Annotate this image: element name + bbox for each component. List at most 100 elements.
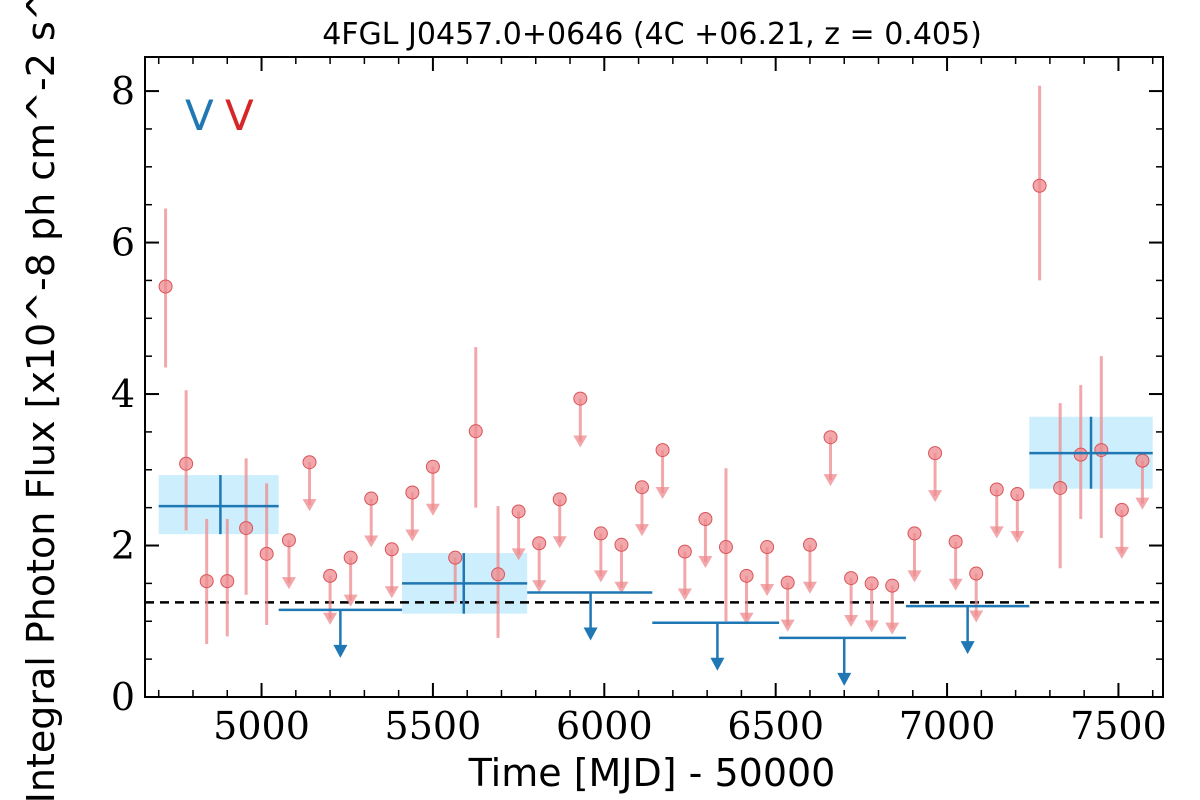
short-bin-ul-point-11 (573, 391, 588, 406)
short-bin-ul-arrow-12 (593, 570, 608, 583)
short-bin-layer (158, 85, 1150, 644)
short-bin-point-0 (158, 279, 173, 294)
legend-entry-0: V (185, 91, 214, 140)
short-bin-ul-point-8 (511, 504, 526, 519)
short-bin-ul-arrow-0 (281, 577, 296, 590)
short-bin-point-7 (468, 424, 483, 439)
short-bin-ul-arrow-6 (405, 529, 420, 542)
short-bin-ul-arrow-26 (907, 570, 922, 583)
x-tick-label-2: 6000 (556, 704, 653, 748)
axes-layer: 5000 5500 6000 6500 7000 7500 0 2 4 6 8 (111, 56, 1167, 748)
short-bin-point-13 (1094, 443, 1109, 458)
short-bin-ul-arrow-2 (323, 612, 338, 625)
y-axis-label: Integral Photon Flux [x10^-8 ph cm^-2 s^… (19, 0, 63, 800)
short-bin-ul-point-14 (635, 480, 650, 495)
x-tick-label-0: 5000 (213, 704, 310, 748)
long-bin-ul-arrow-4 (960, 641, 975, 655)
short-bin-ul-point-9 (532, 536, 547, 551)
short-bin-ul-arrow-7 (425, 503, 440, 516)
long-bin-fill-layer (158, 416, 1153, 614)
short-bin-ul-arrow-3 (343, 594, 358, 607)
short-bin-ul-arrow-8 (511, 548, 526, 561)
short-bin-ul-point-3 (343, 550, 358, 565)
short-bin-ul-point-16 (677, 544, 692, 559)
short-bin-ul-arrow-23 (844, 615, 859, 628)
short-bin-ul-point-18 (739, 568, 754, 583)
short-bin-ul-arrow-14 (635, 524, 650, 537)
short-bin-point-8 (491, 567, 506, 582)
plot-frame (144, 56, 1164, 698)
short-bin-ul-point-21 (802, 537, 817, 552)
short-bin-ul-arrow-20 (780, 619, 795, 632)
x-tick-label-4: 7000 (899, 704, 996, 748)
short-bin-ul-point-27 (928, 446, 943, 461)
text-layer: 4FGL J0457.0+0646 (4C +06.21, z = 0.405)… (19, 0, 982, 800)
short-bin-ul-point-1 (302, 455, 317, 470)
y-tick-label-4: 8 (111, 69, 135, 113)
short-bin-point-10 (1032, 178, 1047, 193)
legend-entry-1: V (225, 91, 254, 140)
short-bin-ul-arrow-19 (760, 583, 775, 596)
short-bin-point-1 (179, 456, 194, 471)
short-bin-ul-arrow-31 (1010, 530, 1025, 543)
short-bin-ul-point-2 (323, 568, 338, 583)
short-bin-ul-point-32 (1114, 502, 1129, 517)
short-bin-ul-point-25 (885, 578, 900, 593)
long-bin-ul-arrow-1 (583, 627, 598, 641)
short-bin-ul-point-5 (384, 542, 399, 557)
short-bin-ul-point-0 (281, 533, 296, 548)
short-bin-ul-arrow-28 (948, 578, 963, 591)
short-bin-ul-arrow-15 (655, 487, 670, 500)
short-bin-ul-arrow-5 (384, 586, 399, 599)
long-bin-ul-arrow-3 (837, 672, 852, 686)
short-bin-ul-point-28 (948, 534, 963, 549)
short-bin-ul-arrow-27 (928, 490, 943, 503)
y-tick-label-1: 2 (111, 524, 135, 568)
short-bin-ul-point-6 (405, 485, 420, 500)
short-bin-ul-point-20 (780, 575, 795, 590)
short-bin-ul-point-31 (1010, 487, 1025, 502)
short-bin-ul-arrow-4 (364, 535, 379, 548)
y-tick-label-3: 6 (111, 221, 135, 265)
short-bin-ul-point-13 (614, 537, 629, 552)
short-bin-ul-point-17 (698, 512, 713, 527)
y-tick-label-2: 4 (111, 372, 135, 416)
short-bin-ul-arrow-22 (823, 474, 838, 487)
short-bin-ul-arrow-30 (989, 526, 1004, 539)
short-bin-ul-arrow-13 (614, 581, 629, 594)
short-bin-ul-arrow-29 (969, 610, 984, 623)
short-bin-ul-arrow-16 (677, 588, 692, 601)
short-bin-ul-arrow-17 (698, 555, 713, 568)
short-bin-ul-point-23 (844, 571, 859, 586)
short-bin-ul-point-15 (655, 443, 670, 458)
short-bin-ul-arrow-21 (802, 581, 817, 594)
short-bin-point-12 (1073, 447, 1088, 462)
chart-title: 4FGL J0457.0+0646 (4C +06.21, z = 0.405) (322, 17, 982, 52)
short-bin-point-5 (259, 546, 274, 561)
short-bin-point-2 (199, 574, 214, 589)
short-bin-ul-point-26 (907, 526, 922, 541)
short-bin-ul-point-33 (1135, 453, 1150, 468)
short-bin-ul-arrow-1 (302, 499, 317, 512)
short-bin-ul-arrow-18 (739, 612, 754, 625)
short-bin-point-11 (1053, 480, 1068, 495)
short-bin-ul-point-4 (364, 491, 379, 506)
short-bin-ul-arrow-32 (1114, 546, 1129, 559)
short-bin-ul-point-24 (864, 576, 879, 591)
short-bin-ul-arrow-33 (1135, 497, 1150, 510)
short-bin-ul-point-29 (969, 566, 984, 581)
long-bin-layer (158, 416, 1153, 686)
short-bin-ul-point-10 (552, 492, 567, 507)
short-bin-point-4 (239, 521, 254, 536)
long-bin-box-0 (158, 475, 279, 535)
short-bin-ul-arrow-9 (532, 580, 547, 593)
x-tick-label-5: 7500 (1070, 704, 1167, 748)
x-axis-label: Time [MJD] - 50000 (468, 751, 836, 795)
long-bin-ul-arrow-0 (333, 644, 348, 658)
x-tick-label-3: 6500 (727, 704, 824, 748)
short-bin-ul-arrow-11 (573, 435, 588, 448)
short-bin-ul-arrow-25 (885, 622, 900, 635)
x-tick-label-1: 5500 (385, 704, 482, 748)
